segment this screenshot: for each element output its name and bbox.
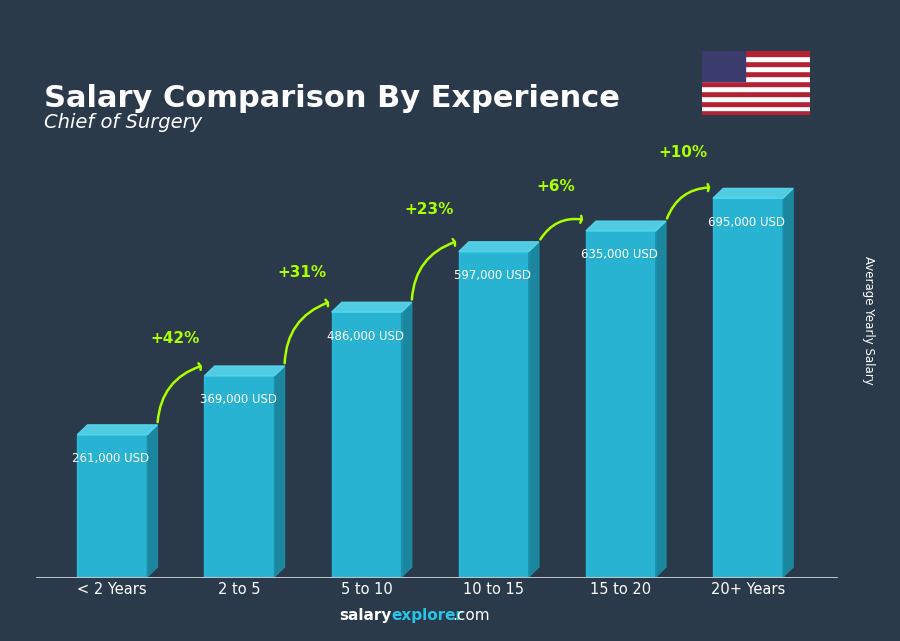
Polygon shape (274, 366, 284, 577)
Text: +42%: +42% (150, 331, 199, 346)
Text: Chief of Surgery: Chief of Surgery (44, 113, 202, 131)
Bar (702, 66, 810, 71)
Text: 695,000 USD: 695,000 USD (708, 215, 785, 229)
Text: 597,000 USD: 597,000 USD (454, 269, 531, 282)
Text: 486,000 USD: 486,000 USD (327, 329, 404, 342)
Text: +23%: +23% (404, 203, 454, 217)
Bar (702, 71, 810, 76)
Polygon shape (331, 303, 411, 312)
Bar (702, 51, 810, 56)
Bar (702, 81, 810, 86)
Text: salary: salary (339, 608, 392, 624)
Text: Average Yearly Salary: Average Yearly Salary (862, 256, 875, 385)
Text: +10%: +10% (659, 144, 707, 160)
Polygon shape (586, 221, 666, 231)
Bar (331, 312, 401, 577)
Bar (204, 376, 274, 577)
Bar (459, 252, 528, 577)
Polygon shape (528, 242, 539, 577)
Bar (702, 96, 810, 101)
Polygon shape (459, 242, 539, 252)
Text: 635,000 USD: 635,000 USD (581, 248, 658, 262)
Polygon shape (783, 188, 793, 577)
Bar (702, 91, 810, 96)
Text: +31%: +31% (277, 265, 327, 280)
Polygon shape (77, 425, 158, 435)
Bar (702, 86, 810, 91)
Polygon shape (148, 425, 157, 577)
Text: 369,000 USD: 369,000 USD (200, 394, 276, 406)
Polygon shape (401, 303, 411, 577)
Polygon shape (713, 188, 793, 198)
Bar (702, 101, 810, 106)
Bar (702, 51, 745, 81)
Bar (77, 435, 148, 577)
Bar (702, 61, 810, 66)
Bar (702, 106, 810, 110)
Polygon shape (204, 366, 284, 376)
Bar (702, 110, 810, 115)
Text: Salary Comparison By Experience: Salary Comparison By Experience (44, 85, 620, 113)
Bar (586, 231, 656, 577)
Text: +6%: +6% (536, 179, 575, 194)
Text: 261,000 USD: 261,000 USD (73, 452, 149, 465)
Bar (702, 76, 810, 81)
Polygon shape (656, 221, 666, 577)
Bar (713, 198, 783, 577)
Bar (702, 56, 810, 61)
Text: .com: .com (453, 608, 490, 624)
Text: explorer: explorer (392, 608, 464, 624)
